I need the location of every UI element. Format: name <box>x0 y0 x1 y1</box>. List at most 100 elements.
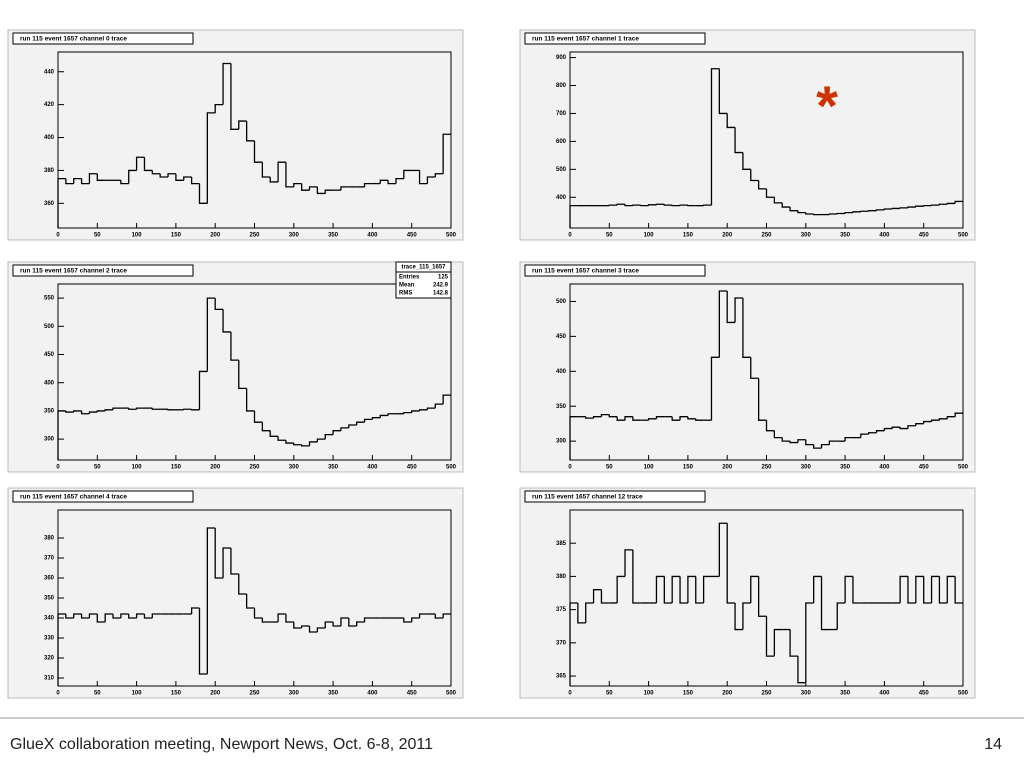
histogram-step <box>222 309 231 333</box>
histogram-step <box>687 205 696 207</box>
y-tick-label: 330 <box>44 636 55 642</box>
chart-panel: 0 50 100 150 200 250 300 350 400 450 500 360 380 400 4… <box>7 29 464 241</box>
histogram-step <box>915 205 924 208</box>
histogram-step <box>65 410 74 413</box>
histogram-step <box>789 441 798 444</box>
histogram-step <box>411 617 420 622</box>
histogram-step <box>600 589 610 604</box>
y-tick-label: 500 <box>556 299 567 305</box>
histogram-step <box>836 212 846 215</box>
x-tick-label: 200 <box>722 691 733 697</box>
x-tick-label: 200 <box>210 691 221 697</box>
histogram-step <box>868 432 877 435</box>
histogram-step <box>765 420 775 432</box>
histogram-step <box>899 427 908 430</box>
histogram-step <box>600 413 610 417</box>
y-tick-label: 420 <box>44 102 55 108</box>
histogram-step <box>891 426 901 429</box>
y-tick-label: 450 <box>44 352 55 358</box>
x-tick-label: 350 <box>840 465 851 471</box>
x-tick-label: 150 <box>171 233 182 239</box>
histogram-step <box>332 622 341 627</box>
x-tick-label: 50 <box>606 233 613 239</box>
histogram-step <box>813 575 822 603</box>
histogram-step <box>569 416 578 460</box>
x-tick-label: 500 <box>958 691 969 697</box>
y-tick-label: 380 <box>44 168 55 174</box>
y-tick-label: 370 <box>556 640 567 646</box>
histogram-step <box>679 416 688 421</box>
histogram-step <box>820 443 830 449</box>
histogram-step <box>214 298 224 311</box>
histogram-step <box>907 425 916 429</box>
x-tick-label: 450 <box>407 691 418 697</box>
histogram-step <box>773 430 783 439</box>
chart-title: run 115 event 1657 channel 4 trace <box>20 494 127 501</box>
histogram-step <box>426 407 436 410</box>
chart-title: run 115 event 1657 channel 3 trace <box>532 268 639 275</box>
y-tick-label: 500 <box>556 167 567 173</box>
histogram-step <box>899 575 908 603</box>
histogram-step <box>363 182 373 187</box>
x-tick-label: 50 <box>94 233 101 239</box>
x-tick-label: 0 <box>56 691 60 697</box>
page-number: 14 <box>984 736 1002 753</box>
histogram-step <box>860 433 869 438</box>
histogram-step <box>640 205 649 207</box>
histogram-step <box>883 427 893 431</box>
histogram-step <box>222 62 231 105</box>
x-tick-label: 250 <box>761 691 772 697</box>
histogram-step <box>128 614 137 619</box>
histogram-step <box>655 416 665 419</box>
histogram-step <box>120 613 129 618</box>
histogram-step <box>230 548 239 575</box>
histogram-step <box>57 410 66 460</box>
histogram-step <box>308 626 318 633</box>
histogram-step <box>293 443 302 446</box>
histogram-step <box>308 441 318 446</box>
y-tick-label: 380 <box>44 536 55 542</box>
x-tick-label: 300 <box>801 465 812 471</box>
histogram-step <box>765 616 775 657</box>
histogram-step <box>371 417 381 420</box>
x-tick-label: 100 <box>132 233 143 239</box>
x-tick-label: 450 <box>407 465 418 471</box>
histogram-step <box>718 522 728 577</box>
histogram-step <box>395 178 404 184</box>
histogram-step <box>695 418 704 421</box>
histogram-step <box>214 528 224 579</box>
footer-text: GlueX collaboration meeting, Newport New… <box>10 736 433 753</box>
histogram-step <box>403 618 412 623</box>
histogram-step <box>624 204 633 207</box>
x-tick-label: 200 <box>722 233 733 239</box>
histogram-step <box>726 113 736 129</box>
stats-key: Entries <box>399 275 420 281</box>
x-tick-label: 350 <box>328 233 339 239</box>
histogram-step <box>198 183 208 204</box>
y-tick-label: 320 <box>44 656 55 662</box>
x-tick-label: 450 <box>919 465 930 471</box>
histogram-step <box>198 608 208 675</box>
histogram-step <box>844 211 853 214</box>
stats-key: Mean <box>399 283 415 289</box>
y-tick-label: 400 <box>44 380 55 386</box>
histogram-step <box>679 204 688 206</box>
histogram-step <box>875 209 885 211</box>
histogram-step <box>159 173 169 178</box>
histogram-step <box>363 617 373 622</box>
histogram-step <box>883 208 893 210</box>
x-tick-label: 400 <box>367 691 378 697</box>
x-tick-label: 250 <box>249 691 260 697</box>
histogram-step <box>655 575 665 603</box>
histogram-step <box>695 576 704 604</box>
histogram-step <box>96 614 106 623</box>
histogram-step <box>616 575 626 603</box>
histogram-step <box>585 416 594 419</box>
histogram-step <box>757 180 767 190</box>
plot-frame <box>57 283 452 461</box>
histogram-step <box>167 409 176 411</box>
histogram-step <box>348 424 357 428</box>
x-tick-label: 300 <box>801 691 812 697</box>
histogram-step <box>238 360 247 390</box>
histogram-step <box>734 602 743 631</box>
